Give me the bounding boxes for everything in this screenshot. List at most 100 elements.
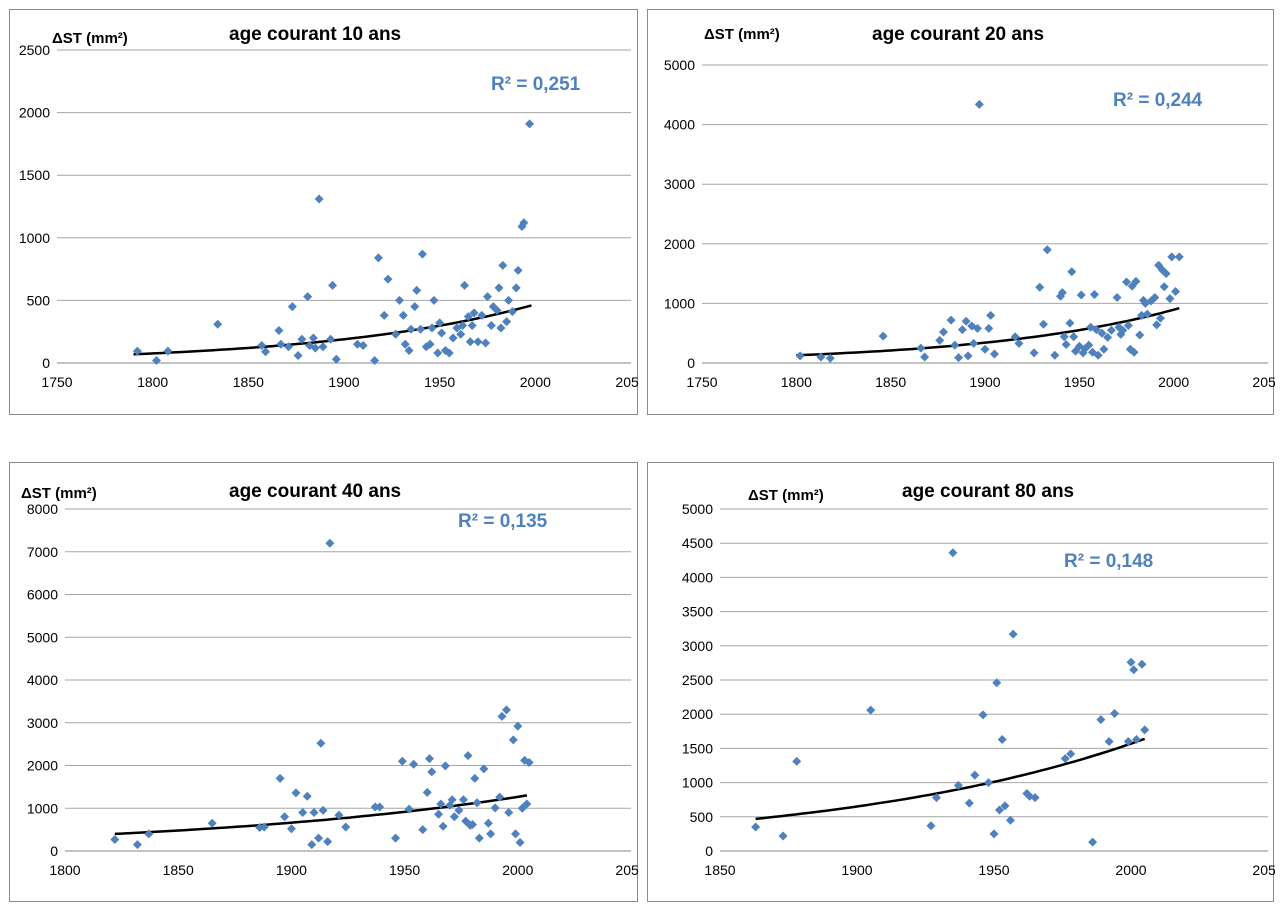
data-point <box>515 837 525 847</box>
data-point <box>303 292 313 302</box>
data-point <box>379 310 389 320</box>
data-point <box>953 780 963 790</box>
x-tick-label: 2000 <box>1115 862 1146 878</box>
r-squared-label: R² = 0,244 <box>1113 90 1203 111</box>
data-point <box>458 795 468 805</box>
data-point <box>920 352 930 362</box>
x-tick-label: 1750 <box>686 374 717 390</box>
x-tick-label: 1850 <box>875 374 906 390</box>
data-point <box>458 320 468 330</box>
data-point <box>286 824 296 834</box>
data-point <box>948 548 958 558</box>
data-point <box>1127 281 1137 291</box>
data-point <box>316 738 326 748</box>
y-axis-label: ΔST (mm²) <box>748 487 824 504</box>
data-point <box>412 285 422 295</box>
data-point <box>1140 725 1150 735</box>
data-point <box>1010 332 1020 342</box>
data-point <box>207 818 217 828</box>
data-point <box>276 339 286 349</box>
y-tick-label: 3000 <box>27 715 58 731</box>
data-point <box>307 840 317 850</box>
data-point <box>1008 629 1018 639</box>
data-point <box>992 678 1002 688</box>
y-tick-label: 0 <box>687 355 695 371</box>
data-point <box>997 735 1007 745</box>
data-point <box>961 316 971 326</box>
data-point <box>1080 344 1090 354</box>
data-point <box>1093 350 1103 360</box>
data-point <box>816 352 826 362</box>
trend-line <box>796 306 1180 357</box>
data-point <box>404 345 414 355</box>
data-point <box>391 833 401 843</box>
x-tick-label: 2000 <box>520 374 551 390</box>
y-tick-label: 2000 <box>664 236 695 252</box>
data-point <box>291 788 301 798</box>
data-point <box>404 804 414 814</box>
data-point <box>1091 325 1101 335</box>
data-point <box>1078 348 1088 358</box>
data-point <box>878 331 888 341</box>
data-point <box>409 759 419 769</box>
data-point <box>498 260 508 270</box>
data-point <box>938 327 948 337</box>
y-tick-label: 500 <box>27 292 51 308</box>
data-point <box>522 799 532 809</box>
data-point <box>513 265 523 275</box>
y-tick-label: 6000 <box>27 587 58 603</box>
data-point <box>163 346 173 356</box>
data-point <box>496 323 506 333</box>
data-point <box>280 812 290 822</box>
data-point <box>1142 309 1152 319</box>
x-tick-label: 1750 <box>41 374 72 390</box>
data-point <box>1174 252 1184 262</box>
r-squared-label: R² = 0,251 <box>491 74 581 95</box>
data-point <box>1088 837 1098 847</box>
data-point <box>284 342 294 352</box>
data-point <box>275 773 285 783</box>
data-point <box>213 319 223 329</box>
data-point <box>964 798 974 808</box>
data-point <box>989 349 999 359</box>
data-point <box>825 353 835 363</box>
x-tick-label: 2000 <box>1158 374 1189 390</box>
chart-svg-10-ans: 0 500 1000 1500 2000 2500 1750 1800 1850 1900 1950… <box>19 42 639 390</box>
data-point <box>467 320 477 330</box>
x-tick-label: 1900 <box>328 374 359 390</box>
data-point <box>463 312 473 322</box>
x-tick-label: 2050 <box>1252 862 1275 878</box>
y-tick-label: 1500 <box>19 167 50 183</box>
data-point <box>472 798 482 808</box>
data-point <box>492 305 502 315</box>
data-point <box>375 802 385 812</box>
data-point <box>508 735 518 745</box>
data-point <box>751 822 761 832</box>
data-point <box>417 249 427 259</box>
y-tick-label: 1000 <box>682 775 713 791</box>
y-tick-label: 2000 <box>682 706 713 722</box>
data-point <box>274 325 284 335</box>
data-point <box>460 280 470 290</box>
data-point <box>438 821 448 831</box>
data-point <box>257 340 267 350</box>
data-point <box>406 324 416 334</box>
data-point <box>398 310 408 320</box>
data-point <box>1014 338 1024 348</box>
data-point <box>1167 252 1177 262</box>
data-point <box>437 328 447 338</box>
data-point <box>1069 332 1079 342</box>
y-tick-label: 5000 <box>664 57 695 73</box>
data-point <box>308 333 318 343</box>
r-squared-label: R² = 0,135 <box>458 511 548 532</box>
data-point <box>1103 332 1113 342</box>
chart-title: age courant 80 ans <box>902 481 1075 502</box>
y-tick-label: 2500 <box>682 672 713 688</box>
r-squared-label: R² = 0,148 <box>1064 551 1154 572</box>
data-point <box>970 770 980 780</box>
data-point <box>1084 340 1094 350</box>
data-point <box>504 808 514 818</box>
y-tick-label: 8000 <box>27 501 58 517</box>
data-point <box>328 280 338 290</box>
data-point <box>1000 801 1010 811</box>
